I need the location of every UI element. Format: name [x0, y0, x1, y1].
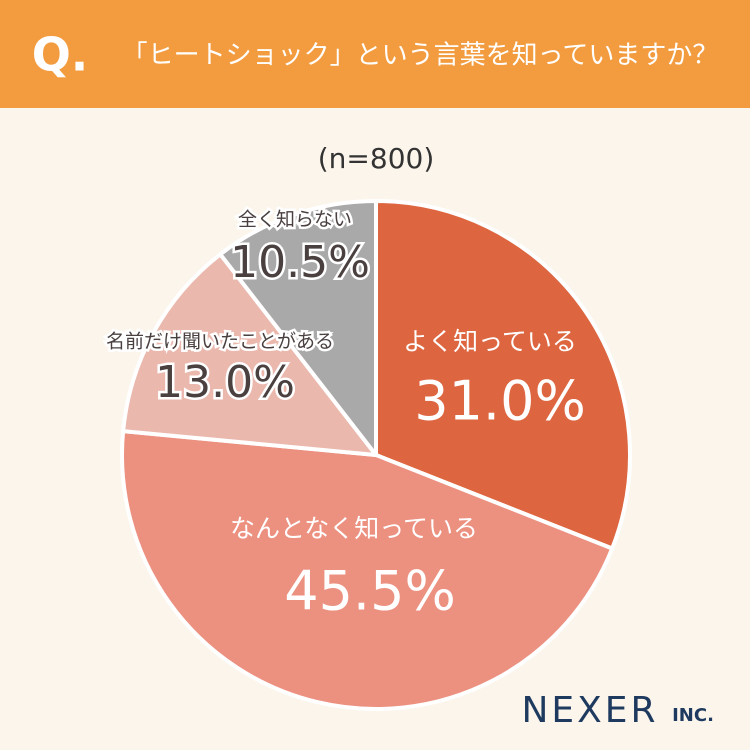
pie-slice [121, 252, 378, 457]
logo: NEXER [521, 690, 658, 731]
slice-label: 名前だけ聞いたことがある [106, 331, 334, 353]
slice-label: 全く知らない [238, 209, 352, 231]
pie-slice [218, 199, 378, 457]
labels: よく知っている 31.0% なんとなく知っている 45.5% 名前だけ聞いたことがある 1… [103, 206, 586, 623]
chart-title: 「ヒートショック」という言葉を知っていますか？ [122, 41, 719, 71]
value-label: 45.5% [284, 560, 456, 623]
value-label: 13.0% [155, 357, 295, 408]
pie-slice [120, 429, 615, 711]
chart-subtitle: (n=800) [318, 142, 435, 175]
pie [120, 199, 632, 711]
logo-suffix: INC. [672, 705, 714, 726]
question-badge: Q. [32, 28, 89, 82]
value-label: 31.0% [414, 370, 586, 433]
header-bar [0, 0, 750, 108]
slice-label: よく知っている [403, 327, 577, 356]
slice-label: なんとなく知っている [230, 514, 478, 543]
value-label: 10.5% [230, 237, 370, 288]
pie-slice [374, 199, 632, 551]
